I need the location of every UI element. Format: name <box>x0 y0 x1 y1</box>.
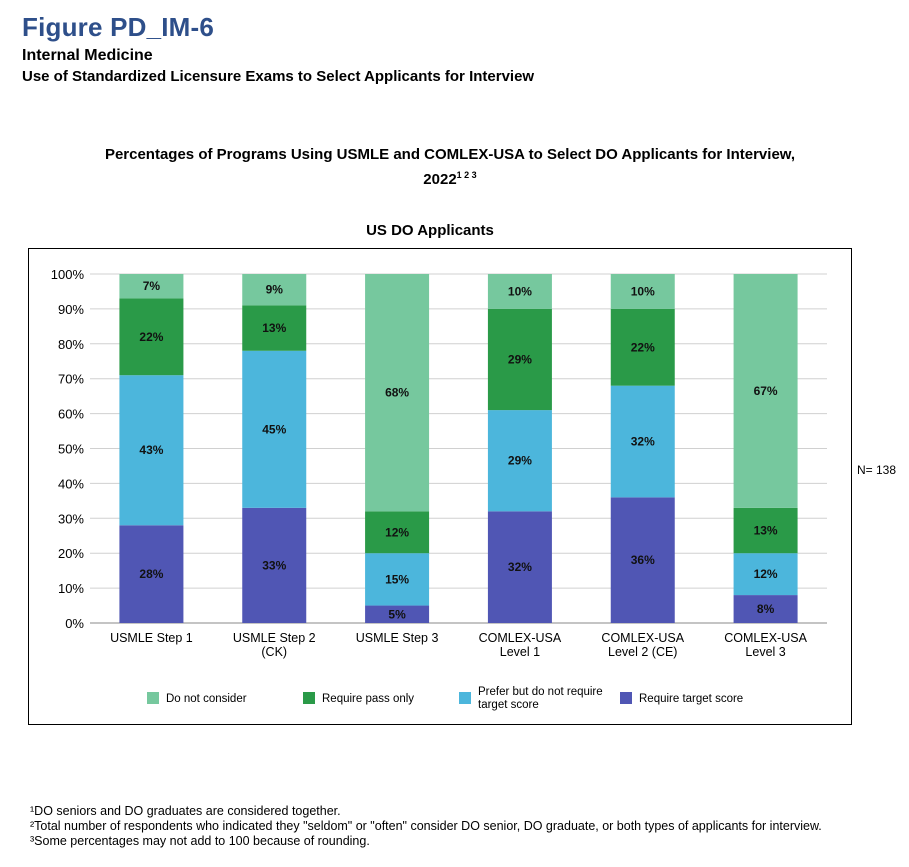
y-tick-label: 10% <box>58 581 84 596</box>
bar-segment <box>733 553 798 596</box>
data-label: 12% <box>754 567 778 581</box>
data-label: 8% <box>757 602 775 616</box>
figure-label: Figure PD_IM-6 <box>22 12 215 42</box>
y-tick-label: 40% <box>58 476 84 491</box>
data-label: 29% <box>508 353 532 367</box>
footnotes: ¹DO seniors and DO graduates are conside… <box>30 804 860 849</box>
y-tick-label: 80% <box>58 337 84 352</box>
legend-label: Require target score <box>639 693 743 705</box>
bar-segment <box>610 497 675 623</box>
data-label: 5% <box>388 607 406 621</box>
bar-segment <box>487 410 552 512</box>
bar-segment <box>733 274 798 508</box>
x-tick-label: Level 3 <box>745 645 785 659</box>
x-tick-label: COMLEX-USA <box>601 631 684 645</box>
data-label: 15% <box>385 572 409 586</box>
chart-frame: 0% 10% 20% 30% 40% 50% 60% 70% 80% 90% 100% 28% 43% 2… <box>28 248 852 725</box>
title-footnote-marks: 1 2 3 <box>456 170 477 180</box>
y-tick-label: 100% <box>51 267 85 282</box>
data-label: 45% <box>262 422 286 436</box>
data-label: 9% <box>266 283 284 297</box>
data-label: 33% <box>262 558 286 572</box>
sample-size-label: N= 138 <box>857 463 897 477</box>
bar-segment <box>119 525 184 623</box>
bar-segment <box>365 553 430 606</box>
legend-swatch <box>303 692 315 704</box>
x-tick-label: Level 1 <box>500 645 540 659</box>
bar-segment <box>119 274 184 299</box>
bar-segment <box>365 274 430 512</box>
data-label: 22% <box>139 330 163 344</box>
x-tick-label: USMLE Step 3 <box>356 631 439 645</box>
y-tick-label: 20% <box>58 546 84 561</box>
legend-swatch <box>620 692 632 704</box>
bar-segment <box>487 274 552 309</box>
legend-label: Do not consider <box>166 693 247 705</box>
x-tick-label: USMLE Step 2 <box>233 631 316 645</box>
legend-label: Require pass only <box>322 693 414 705</box>
bar-segment <box>610 385 675 498</box>
panel-title: US DO Applicants <box>366 222 494 239</box>
y-tick-label: 50% <box>58 442 84 457</box>
bar-segment <box>610 274 675 309</box>
data-label: 13% <box>262 321 286 335</box>
x-tick-label: Level 2 (CE) <box>608 645 677 659</box>
legend-swatch <box>147 692 159 704</box>
bar-segment <box>242 350 307 508</box>
bar-segment <box>487 511 552 623</box>
figure-subtitle: Use of Standardized Licensure Exams to S… <box>22 68 535 85</box>
bar-segment <box>487 308 552 411</box>
data-label: 7% <box>143 279 161 293</box>
data-label: 10% <box>631 284 655 298</box>
bar-segment <box>242 274 307 306</box>
chart-title-line1: Percentages of Programs Using USMLE and … <box>104 146 796 163</box>
data-label: 10% <box>508 284 532 298</box>
data-label: 29% <box>508 454 532 468</box>
data-label: 68% <box>385 386 409 400</box>
x-tick-label: COMLEX-USA <box>724 631 807 645</box>
y-tick-label: 30% <box>58 511 84 526</box>
bar-segment <box>365 605 430 623</box>
data-label: 32% <box>631 435 655 449</box>
data-label: 43% <box>139 443 163 457</box>
legend-label: target score <box>478 699 539 711</box>
bar-segment <box>119 298 184 376</box>
bar-segment <box>242 305 307 351</box>
y-tick-label: 0% <box>65 616 84 631</box>
data-label: 28% <box>139 567 163 581</box>
data-label: 67% <box>754 384 778 398</box>
chart-title: Percentages of Programs Using USMLE and … <box>40 145 860 190</box>
data-label: 12% <box>385 525 409 539</box>
specialty-title: Internal Medicine <box>22 47 153 64</box>
bar-segment <box>119 375 184 526</box>
y-tick-label: 90% <box>58 302 84 317</box>
x-tick-label: USMLE Step 1 <box>110 631 193 645</box>
chart-title-line2: 2022 <box>423 171 457 188</box>
legend-swatch <box>459 692 471 704</box>
y-tick-label: 70% <box>58 372 84 387</box>
data-label: 36% <box>631 553 655 567</box>
footnote-1: ¹DO seniors and DO graduates are conside… <box>30 804 341 818</box>
bar-segment <box>242 507 307 623</box>
footnote-3: ³Some percentages may not add to 100 bec… <box>30 834 370 848</box>
bar-segment <box>733 507 798 554</box>
data-label: 32% <box>508 560 532 574</box>
bar-segment <box>733 595 798 623</box>
stacked-bar-chart: 0% 10% 20% 30% 40% 50% 60% 70% 80% 90% 100% 28% 43% 2… <box>51 267 827 711</box>
y-tick-label: 60% <box>58 407 84 422</box>
bar-segment <box>610 308 675 386</box>
bar-segment <box>365 511 430 554</box>
x-tick-label: COMLEX-USA <box>479 631 562 645</box>
x-tick-label: (CK) <box>261 645 287 659</box>
legend-label: Prefer but do not require <box>478 686 603 698</box>
data-label: 13% <box>754 524 778 538</box>
footnote-2: ²Total number of respondents who indicat… <box>30 819 822 833</box>
data-label: 22% <box>631 340 655 354</box>
